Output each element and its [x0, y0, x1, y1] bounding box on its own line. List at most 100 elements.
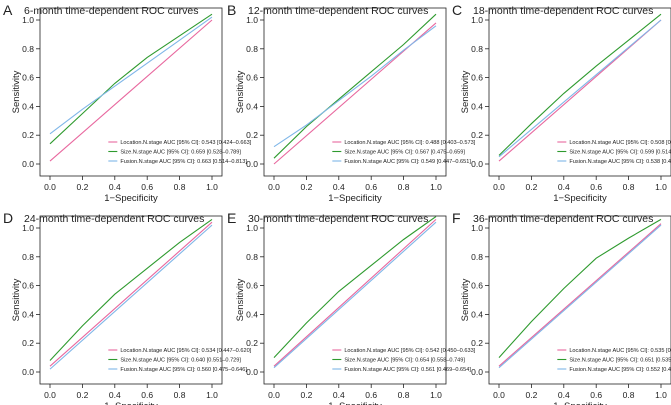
x-tick-label: 0.8: [398, 182, 410, 192]
plot-frame: [488, 7, 671, 177]
series-group: [498, 13, 662, 162]
x-tick-label: 0.6: [590, 182, 602, 192]
y-tick-label: 0.8: [246, 252, 258, 262]
roc-curve-fusion: [498, 224, 662, 369]
series-group: [273, 13, 437, 165]
x-tick-label: 0.0: [493, 390, 505, 400]
x-axis-label: 1−Specificity: [328, 193, 382, 204]
panel-letter: F: [452, 210, 461, 226]
y-tick-label: 0.2: [471, 338, 483, 348]
y-tick-label: 0.4: [22, 309, 34, 319]
legend-label-size: Size.N.stage AUC [95% CI]: 0.599 [0.514–…: [569, 150, 671, 156]
panel-title: 6-month time-dependent ROC curves: [24, 5, 199, 17]
legend-label-location: Location.N.stage AUC [95% CI]: 0.542 [0.…: [344, 348, 475, 354]
y-axis-label: Sensitivity: [11, 70, 22, 113]
panel-title: 12-month time-dependent ROC curves: [248, 5, 428, 17]
x-tick-label: 1.0: [430, 182, 442, 192]
y-tick-label: 0.4: [246, 101, 258, 111]
x-tick-label: 0.4: [333, 182, 345, 192]
x-tick-label: 0.6: [365, 182, 377, 192]
x-tick-label: 1.0: [206, 182, 218, 192]
x-tick-label: 0.2: [525, 390, 537, 400]
panel-title: 18-month time-dependent ROC curves: [473, 5, 653, 17]
y-tick-label: 0.2: [22, 338, 34, 348]
x-tick-label: 0.4: [558, 390, 570, 400]
roc-panel-f: F 36-month time-dependent ROC curves 0.0 0.…: [452, 210, 671, 405]
panel-title: 24-month time-dependent ROC curves: [24, 213, 204, 225]
x-tick-label: 1.0: [430, 390, 442, 400]
roc-curve-fusion: [49, 16, 213, 135]
y-tick-label: 0.0: [22, 367, 34, 377]
legend-label-location: Location.N.stage AUC [95% CI]: 0.534 [0.…: [120, 348, 251, 354]
series-group: [49, 13, 213, 162]
y-axis-label: Sensitivity: [235, 278, 246, 321]
roc-curve-size: [273, 13, 437, 159]
y-tick-label: 0.6: [246, 73, 258, 83]
legend-label-size: Size.N.stage AUC [95% CI]: 0.654 [0.558–…: [344, 358, 465, 364]
plot-frame: [488, 215, 671, 385]
y-tick-label: 0.6: [471, 73, 483, 83]
x-tick-label: 0.8: [174, 390, 186, 400]
legend-label-size: Size.N.stage AUC [95% CI]: 0.659 [0.528–…: [120, 150, 241, 156]
y-tick-label: 0.4: [246, 309, 258, 319]
roc-curve-fusion: [498, 19, 662, 158]
y-tick-label: 1.0: [246, 223, 258, 233]
plot-frame: [39, 215, 223, 385]
panel-letter: A: [3, 2, 13, 18]
y-tick-label: 0.2: [22, 130, 34, 140]
x-tick-label: 0.2: [300, 182, 312, 192]
x-tick-label: 0.8: [398, 390, 410, 400]
panel-title: 30-month time-dependent ROC curves: [248, 213, 428, 225]
y-tick-label: 0.6: [246, 281, 258, 291]
roc-curve-location: [49, 221, 213, 367]
y-tick-label: 0.2: [246, 130, 258, 140]
x-tick-label: 0.4: [333, 390, 345, 400]
roc-curve-location: [498, 223, 662, 367]
x-tick-label: 0.6: [141, 390, 153, 400]
y-tick-label: 0.6: [22, 73, 34, 83]
x-tick-label: 0.4: [558, 182, 570, 192]
y-axis-label: Sensitivity: [235, 70, 246, 113]
series-group: [498, 218, 662, 369]
x-tick-label: 0.4: [109, 390, 121, 400]
y-tick-label: 1.0: [22, 223, 34, 233]
x-axis-label: 1−Specificity: [328, 401, 382, 405]
legend-label-fusion: Fusion.N.stage AUC [95% CI]: 0.538 [0.45…: [569, 159, 671, 165]
y-tick-label: 1.0: [471, 223, 483, 233]
panel-letter: E: [227, 210, 236, 226]
y-axis-label: Sensitivity: [11, 278, 22, 321]
legend-label-location: Location.N.stage AUC [95% CI]: 0.543 [0.…: [120, 140, 251, 146]
roc-panel-e: E 30-month time-dependent ROC curves 0.0 0.…: [227, 210, 476, 405]
y-tick-label: 0.0: [471, 159, 483, 169]
x-tick-label: 0.4: [109, 182, 121, 192]
legend-label-fusion: Fusion.N.stage AUC [95% CI]: 0.549 [0.44…: [344, 159, 471, 165]
x-tick-label: 0.8: [623, 390, 635, 400]
legend-label-size: Size.N.stage AUC [95% CI]: 0.567 [0.475–…: [344, 150, 465, 156]
x-tick-label: 0.6: [590, 390, 602, 400]
y-tick-label: 0.4: [22, 101, 34, 111]
y-tick-label: 0.2: [471, 130, 483, 140]
legend-label-fusion: Fusion.N.stage AUC [95% CI]: 0.552 [0.44…: [569, 367, 671, 373]
y-tick-label: 0.2: [246, 338, 258, 348]
x-tick-label: 0.2: [300, 390, 312, 400]
y-axis-label: Sensitivity: [460, 70, 471, 113]
roc-curve-size: [273, 216, 437, 358]
legend-label-size: Size.N.stage AUC [95% CI]: 0.640 [0.551–…: [120, 358, 241, 364]
plot-frame: [263, 215, 447, 385]
legend-label-location: Location.N.stage AUC [95% CI]: 0.508 [0.…: [569, 140, 671, 146]
x-tick-label: 0.6: [365, 390, 377, 400]
legend-label-location: Location.N.stage AUC [95% CI]: 0.488 [0.…: [344, 140, 475, 146]
legend-label-location: Location.N.stage AUC [95% CI]: 0.535 [0.…: [569, 348, 671, 354]
y-tick-label: 0.8: [22, 44, 34, 54]
y-tick-label: 1.0: [471, 15, 483, 25]
x-tick-label: 1.0: [206, 390, 218, 400]
x-tick-label: 0.0: [493, 182, 505, 192]
x-tick-label: 1.0: [655, 182, 667, 192]
y-tick-label: 1.0: [22, 15, 34, 25]
roc-panel-d: D 24-month time-dependent ROC curves 0.0 0.…: [3, 210, 252, 405]
x-tick-label: 0.0: [268, 390, 280, 400]
panel-letter: B: [227, 2, 236, 18]
roc-curve-size: [498, 218, 662, 358]
legend-label-fusion: Fusion.N.stage AUC [95% CI]: 0.663 [0.51…: [120, 159, 247, 165]
legend-label-size: Size.N.stage AUC [95% CI]: 0.651 [0.535–…: [569, 358, 671, 364]
